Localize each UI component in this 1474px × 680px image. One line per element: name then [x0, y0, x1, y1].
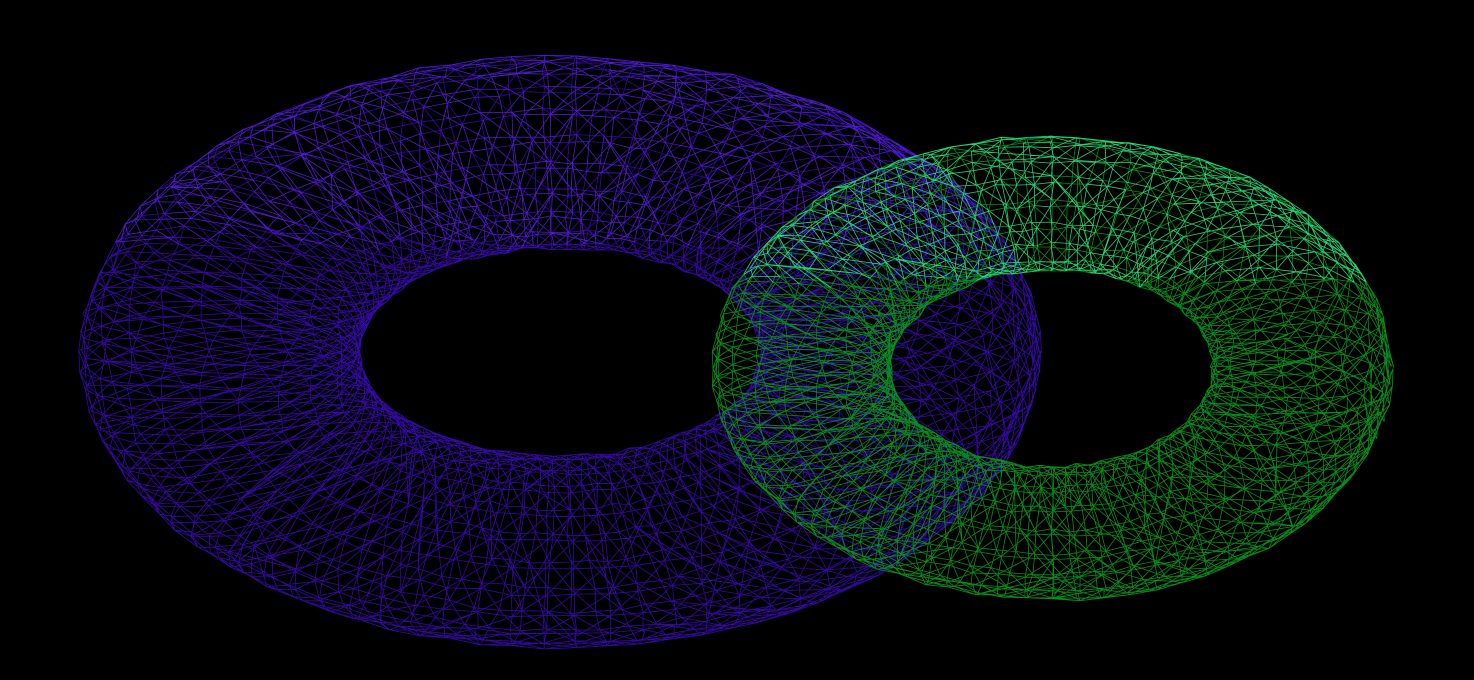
green-torus: [712, 136, 1394, 601]
green-torus-mesh: [712, 136, 1394, 601]
purple-torus-mesh-highlight: [116, 55, 1000, 270]
purple-torus: [79, 55, 1042, 649]
green-torus-mesh-highlight: [744, 136, 1366, 287]
